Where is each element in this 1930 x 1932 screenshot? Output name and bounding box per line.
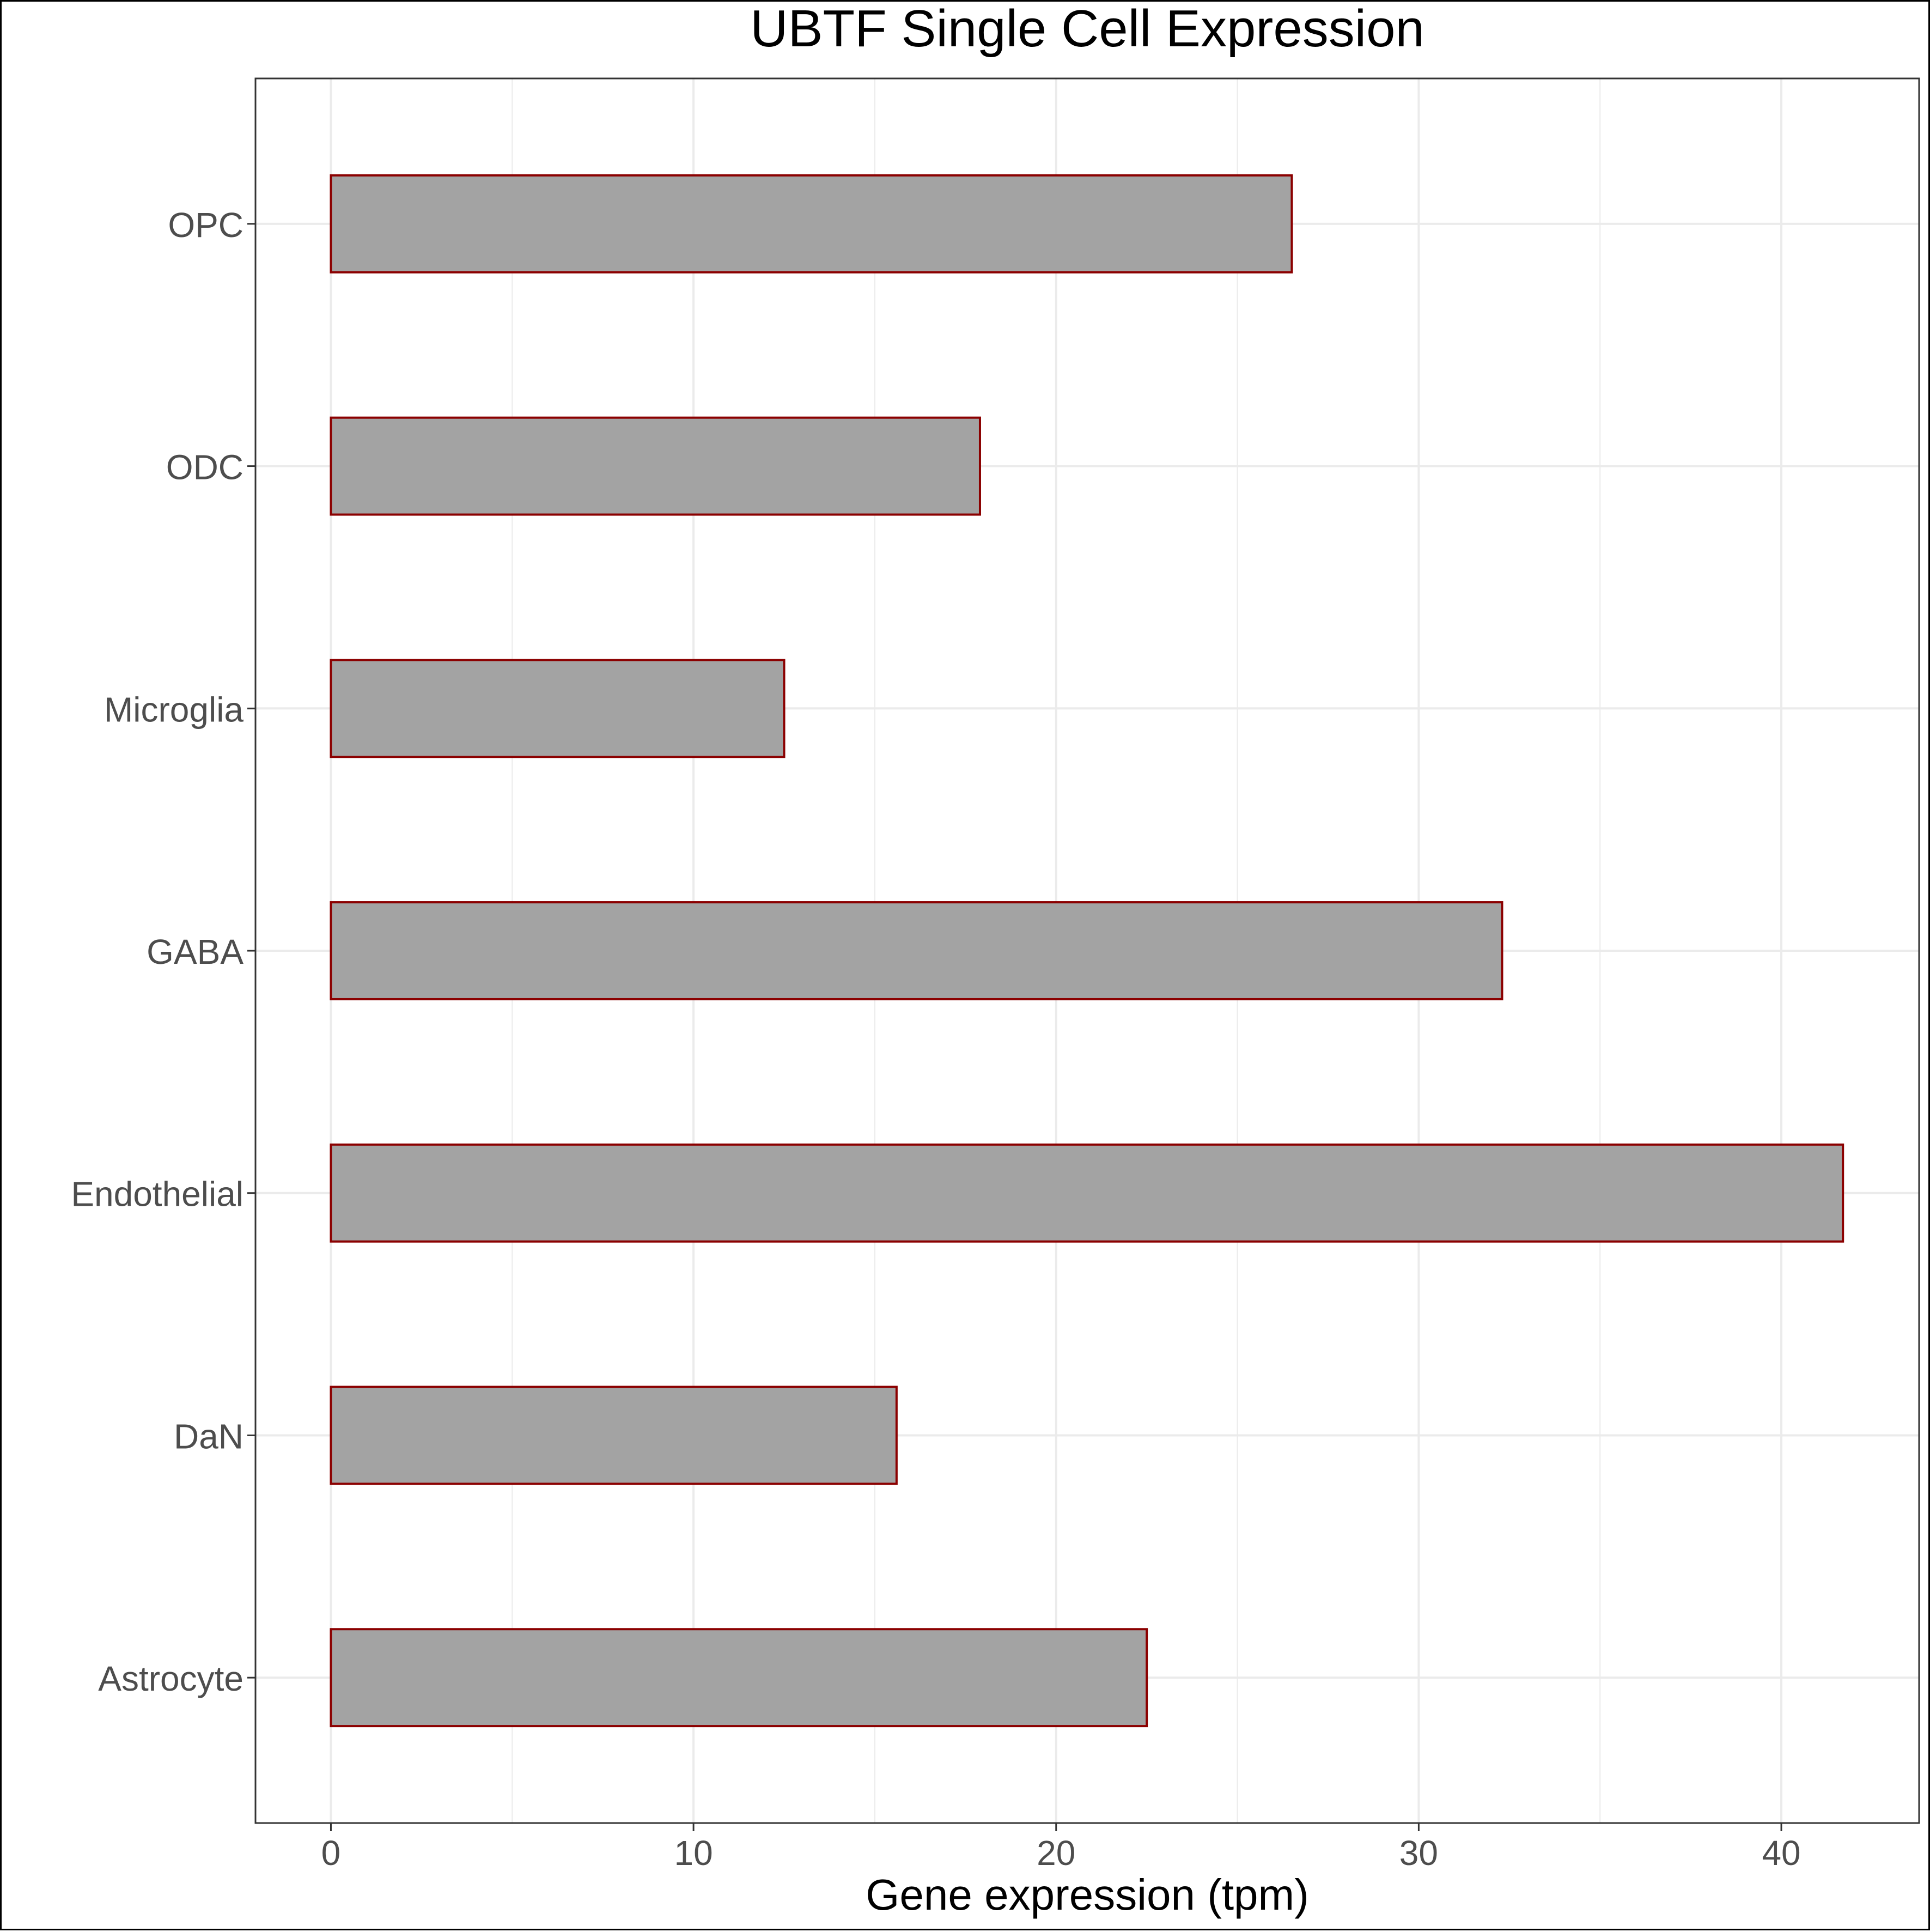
bars xyxy=(330,174,1844,1728)
chart-title: UBTF Single Cell Expression xyxy=(750,2,1424,58)
x-tick-label: 20 xyxy=(1037,1833,1075,1873)
bar-gaba xyxy=(330,901,1503,1000)
x-axis-title: Gene expression (tpm) xyxy=(866,1870,1309,1919)
x-tick-label: 40 xyxy=(1762,1833,1800,1873)
y-tick-label: Microglia xyxy=(104,690,243,729)
y-tick-label: Astrocyte xyxy=(98,1659,243,1698)
y-tick-label: ODC xyxy=(166,448,243,487)
bar-dan xyxy=(330,1386,898,1485)
bar-microglia xyxy=(330,659,786,758)
bar-endothelial xyxy=(330,1143,1844,1243)
x-tick-label: 10 xyxy=(674,1833,713,1873)
y-axis-ticks: Astrocyte DaN Endothelial GABA Microglia ODC O… xyxy=(71,205,255,1698)
y-tick-label: Endothelial xyxy=(71,1175,243,1214)
x-tick-label: 0 xyxy=(321,1833,341,1873)
bar-astrocyte xyxy=(330,1628,1148,1728)
y-tick-label: DaN xyxy=(174,1417,243,1456)
bar-opc xyxy=(330,174,1293,274)
bar-odc xyxy=(330,416,981,516)
x-axis-ticks: 0 10 20 30 40 xyxy=(321,1823,1801,1873)
x-tick-label: 30 xyxy=(1399,1833,1438,1873)
y-tick-label: OPC xyxy=(168,205,243,245)
y-tick-label: GABA xyxy=(147,932,243,971)
